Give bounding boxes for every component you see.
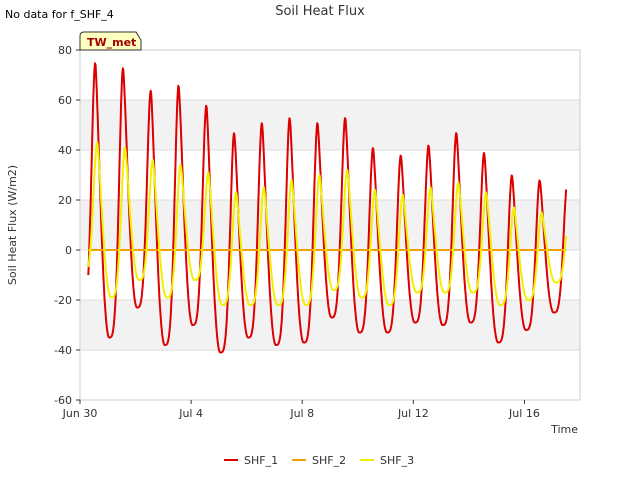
background-band [80, 100, 580, 150]
x-tick-label: Jul 4 [178, 407, 203, 420]
y-axis-label: Soil Heat Flux (W/m2) [6, 165, 19, 285]
legend-label: SHF_2 [312, 454, 346, 467]
y-tick-label: -60 [54, 394, 72, 407]
y-tick-label: -20 [54, 294, 72, 307]
y-tick-label: 20 [58, 194, 72, 207]
x-axis-label: Time [550, 423, 578, 436]
y-axis-ticks: -60 -40 -20 0 20 40 60 80 [54, 44, 80, 407]
annotation-box: TW_met [79, 31, 142, 51]
series-lines [87, 62, 568, 354]
annotation-tag-shape [79, 31, 142, 51]
background-band [80, 200, 580, 250]
series-line-shf-1 [87, 62, 568, 354]
y-tick-label: 60 [58, 94, 72, 107]
annotation-label: TW_met [87, 36, 136, 49]
legend: SHF_1 SHF_2 SHF_3 [224, 454, 414, 467]
x-tick-label: Jul 8 [289, 407, 314, 420]
x-tick-label: Jul 16 [508, 407, 540, 420]
no-data-note: No data for f_SHF_4 [5, 8, 114, 21]
y-tick-label: 40 [58, 144, 72, 157]
x-tick-label: Jul 12 [397, 407, 429, 420]
series-line-shf-3 [87, 141, 568, 306]
y-tick-label: 80 [58, 44, 72, 57]
legend-label: SHF_3 [380, 454, 414, 467]
legend-label: SHF_1 [244, 454, 278, 467]
y-tick-label: 0 [65, 244, 72, 257]
y-tick-label: -40 [54, 344, 72, 357]
chart-title: Soil Heat Flux [275, 4, 365, 19]
x-axis-ticks: Jun 30 Jul 4 Jul 8 Jul 12 Jul 16 [62, 399, 580, 420]
x-tick-label: Jun 30 [62, 407, 98, 420]
